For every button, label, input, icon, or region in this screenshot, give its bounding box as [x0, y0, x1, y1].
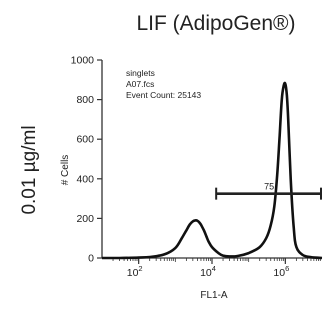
y-ticks: 0 200 400 600 800 1000: [71, 55, 102, 265]
annotation-file-name: A07.fcs: [126, 79, 154, 89]
x-ticks: 102 104 106: [127, 258, 289, 279]
x-tick-label: 102: [127, 264, 143, 279]
y-tick-label: 800: [76, 94, 94, 106]
y-tick-label: 600: [76, 134, 94, 146]
annotation-event-count: Event Count: 25143: [126, 90, 201, 100]
panel-title: LIF (AdipoGen®): [136, 12, 296, 35]
histogram-series-line: [101, 81, 323, 260]
x-tick-label: 104: [200, 264, 216, 279]
y-tick-label: 200: [76, 213, 94, 225]
x-axis-label: FL1-A: [200, 290, 228, 301]
x-tick-label: 106: [273, 264, 289, 279]
y-tick-label: 1000: [71, 55, 95, 67]
annotation-gate-name: singlets: [126, 68, 155, 78]
gate-label: 75: [264, 182, 274, 192]
y-tick-label: 400: [76, 173, 94, 185]
y-tick-label: 0: [88, 253, 94, 265]
y-axis-label: # Cells: [60, 155, 71, 186]
